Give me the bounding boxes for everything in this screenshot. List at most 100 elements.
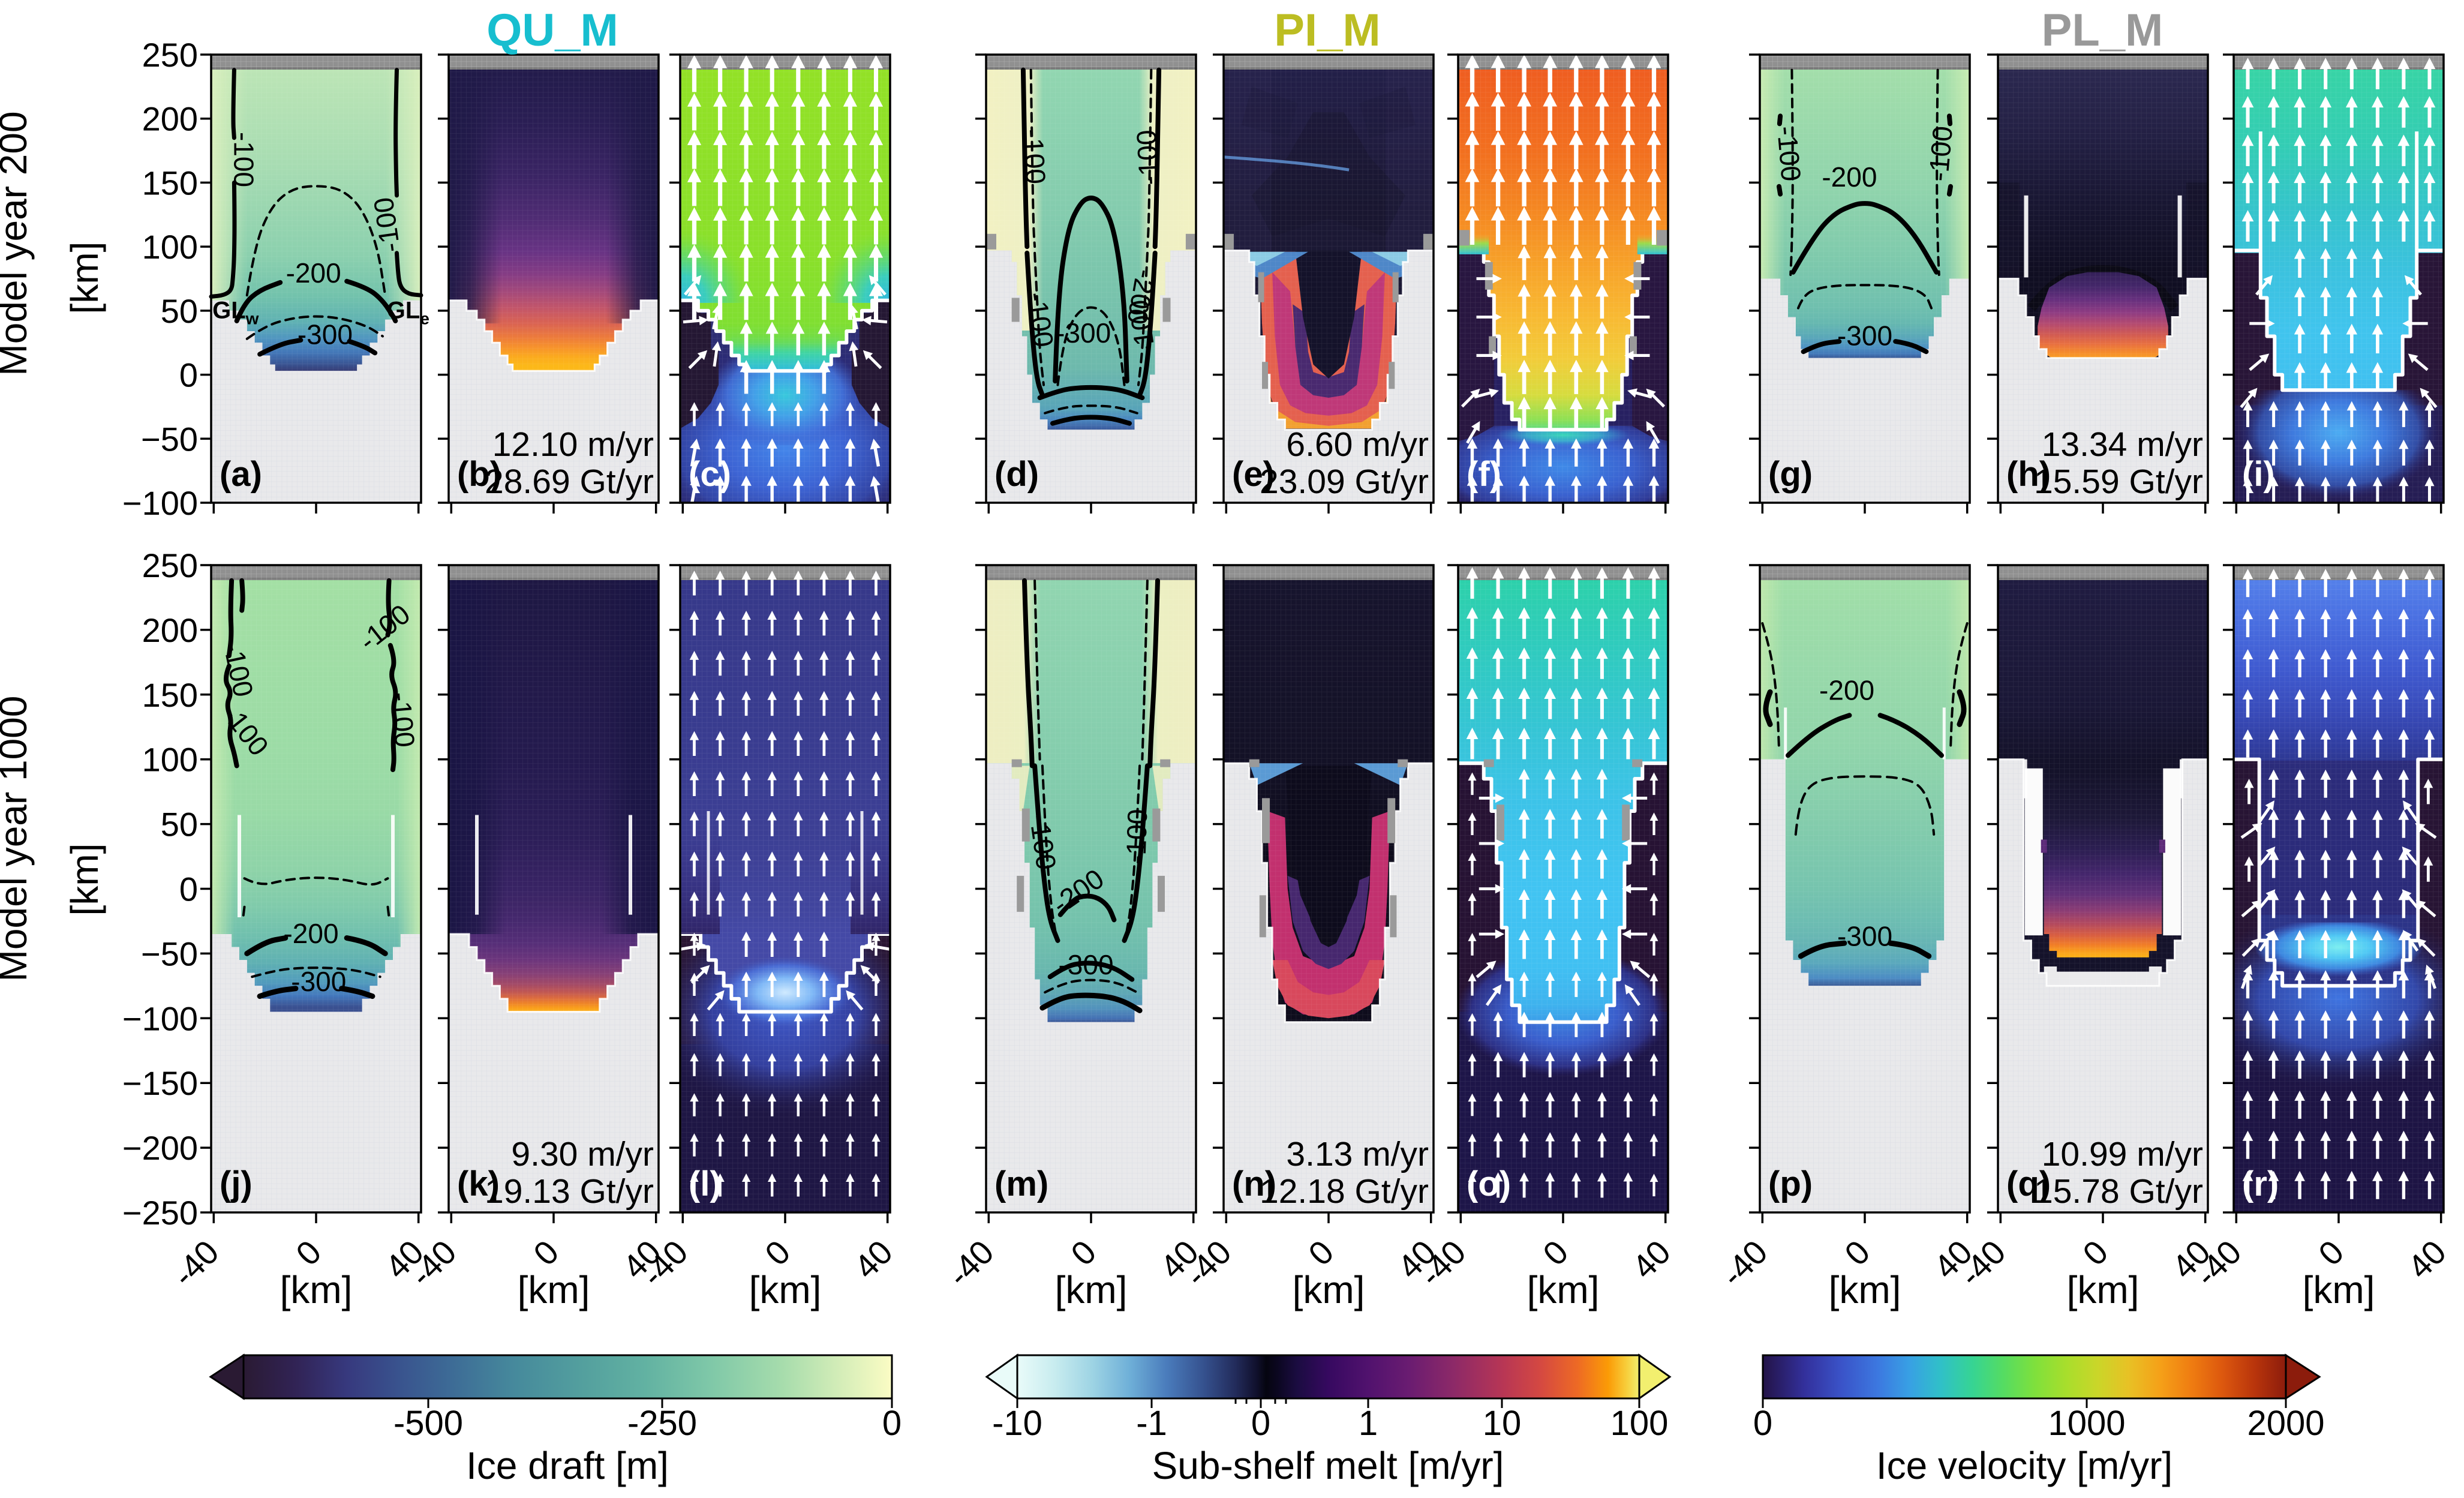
svg-text:-100: -100 bbox=[1771, 125, 1807, 182]
svg-text:QU_M: QU_M bbox=[486, 5, 618, 56]
svg-text:(e): (e) bbox=[1232, 455, 1275, 494]
svg-text:28.69 Gt/yr: 28.69 Gt/yr bbox=[485, 463, 654, 501]
svg-text:[km]: [km] bbox=[1055, 1268, 1128, 1311]
svg-text:10.99 m/yr: 10.99 m/yr bbox=[2042, 1135, 2203, 1173]
svg-text:10: 10 bbox=[1483, 1404, 1522, 1443]
svg-text:-100: -100 bbox=[1021, 290, 1059, 349]
svg-text:−50: −50 bbox=[141, 420, 198, 458]
svg-text:23.09 Gt/yr: 23.09 Gt/yr bbox=[1260, 463, 1429, 501]
svg-text:[km]: [km] bbox=[1829, 1268, 1901, 1311]
svg-text:(f): (f) bbox=[1467, 455, 1501, 494]
svg-text:(j): (j) bbox=[220, 1164, 253, 1203]
svg-text:100: 100 bbox=[142, 741, 198, 779]
svg-text:−50: −50 bbox=[141, 935, 198, 972]
svg-text:-1: -1 bbox=[1136, 1404, 1167, 1443]
svg-text:(r): (r) bbox=[2242, 1164, 2279, 1203]
svg-text:-100: -100 bbox=[1018, 128, 1052, 185]
svg-text:-100: -100 bbox=[1131, 129, 1165, 186]
svg-text:(o): (o) bbox=[1467, 1164, 1511, 1203]
svg-text:(p): (p) bbox=[1768, 1164, 1813, 1203]
svg-text:-100: -100 bbox=[1120, 809, 1153, 865]
svg-text:50: 50 bbox=[161, 292, 198, 330]
svg-text:−200: −200 bbox=[122, 1129, 198, 1167]
svg-text:19.13 Gt/yr: 19.13 Gt/yr bbox=[485, 1172, 654, 1211]
svg-text:Sub-shelf melt [m/yr]: Sub-shelf melt [m/yr] bbox=[1152, 1444, 1504, 1487]
svg-text:50: 50 bbox=[161, 806, 198, 843]
svg-text:-200: -200 bbox=[283, 918, 338, 949]
svg-text:-200: -200 bbox=[1822, 161, 1877, 193]
svg-text:15.59 Gt/yr: 15.59 Gt/yr bbox=[2034, 463, 2203, 501]
svg-text:[km]: [km] bbox=[63, 843, 106, 916]
svg-text:-250: -250 bbox=[627, 1404, 697, 1443]
svg-text:1000: 1000 bbox=[2048, 1404, 2125, 1443]
svg-text:3.13 m/yr: 3.13 m/yr bbox=[1286, 1135, 1429, 1173]
svg-text:1: 1 bbox=[1359, 1404, 1378, 1443]
svg-text:[km]: [km] bbox=[2303, 1268, 2375, 1311]
svg-text:-200: -200 bbox=[1819, 674, 1874, 706]
svg-text:(d): (d) bbox=[994, 455, 1039, 494]
svg-text:[km]: [km] bbox=[749, 1268, 822, 1311]
svg-text:250: 250 bbox=[142, 547, 198, 584]
svg-text:[km]: [km] bbox=[1293, 1268, 1365, 1311]
svg-text:-200: -200 bbox=[286, 257, 341, 289]
svg-text:150: 150 bbox=[142, 164, 198, 202]
svg-text:-100: -100 bbox=[1922, 125, 1958, 182]
svg-text:(l): (l) bbox=[689, 1164, 722, 1203]
svg-text:(n): (n) bbox=[1232, 1164, 1276, 1203]
svg-text:PL_M: PL_M bbox=[2042, 5, 2163, 56]
svg-text:-10: -10 bbox=[992, 1404, 1042, 1443]
svg-text:PI_M: PI_M bbox=[1274, 5, 1380, 56]
svg-text:100: 100 bbox=[1610, 1404, 1669, 1443]
svg-text:-300: -300 bbox=[1058, 949, 1113, 980]
svg-text:(h): (h) bbox=[2006, 455, 2051, 494]
svg-text:−100: −100 bbox=[122, 484, 198, 522]
svg-text:-100: -100 bbox=[368, 196, 406, 254]
svg-text:-300: -300 bbox=[1837, 921, 1892, 952]
svg-text:Ice velocity [m/yr]: Ice velocity [m/yr] bbox=[1876, 1444, 2172, 1487]
svg-text:-300: -300 bbox=[1837, 320, 1892, 352]
svg-text:(m): (m) bbox=[994, 1164, 1048, 1203]
svg-text:6.60 m/yr: 6.60 m/yr bbox=[1286, 425, 1429, 464]
svg-text:-100: -100 bbox=[1122, 298, 1161, 357]
svg-text:[km]: [km] bbox=[280, 1268, 353, 1311]
svg-text:200: 200 bbox=[142, 100, 198, 138]
svg-text:−250: −250 bbox=[122, 1194, 198, 1232]
svg-text:2000: 2000 bbox=[2247, 1404, 2324, 1443]
svg-text:Model year 200: Model year 200 bbox=[0, 111, 35, 376]
svg-text:Ice draft [m]: Ice draft [m] bbox=[466, 1444, 669, 1487]
svg-text:0: 0 bbox=[1753, 1404, 1772, 1443]
svg-text:(k): (k) bbox=[457, 1164, 500, 1203]
svg-text:15.78 Gt/yr: 15.78 Gt/yr bbox=[2034, 1172, 2203, 1211]
svg-text:200: 200 bbox=[142, 611, 198, 649]
svg-text:-100: -100 bbox=[228, 132, 259, 187]
svg-text:250: 250 bbox=[142, 36, 198, 74]
svg-text:100: 100 bbox=[142, 228, 198, 266]
svg-text:(i): (i) bbox=[2242, 455, 2275, 494]
svg-text:9.30 m/yr: 9.30 m/yr bbox=[511, 1135, 654, 1173]
svg-text:(c): (c) bbox=[689, 455, 731, 494]
svg-text:-100: -100 bbox=[385, 691, 421, 748]
svg-text:150: 150 bbox=[142, 676, 198, 714]
svg-text:-300: -300 bbox=[291, 966, 346, 997]
svg-text:13.34 m/yr: 13.34 m/yr bbox=[2042, 425, 2203, 464]
svg-text:0: 0 bbox=[179, 870, 198, 908]
svg-text:[km]: [km] bbox=[518, 1268, 590, 1311]
svg-text:-300: -300 bbox=[298, 319, 353, 350]
svg-text:0: 0 bbox=[882, 1404, 902, 1443]
svg-text:[km]: [km] bbox=[1527, 1268, 1600, 1311]
svg-text:(g): (g) bbox=[1768, 455, 1813, 494]
svg-text:-300: -300 bbox=[1056, 317, 1111, 349]
svg-text:12.18 Gt/yr: 12.18 Gt/yr bbox=[1260, 1172, 1429, 1211]
svg-text:GLw: GLw bbox=[212, 298, 259, 328]
svg-text:[km]: [km] bbox=[63, 242, 106, 314]
svg-text:(q): (q) bbox=[2006, 1164, 2051, 1203]
svg-text:[km]: [km] bbox=[2067, 1268, 2140, 1311]
svg-text:0: 0 bbox=[179, 356, 198, 394]
svg-text:-100: -100 bbox=[1024, 813, 1062, 872]
svg-text:−150: −150 bbox=[122, 1064, 198, 1102]
svg-text:(b): (b) bbox=[457, 455, 501, 494]
svg-text:0: 0 bbox=[1251, 1404, 1270, 1443]
svg-text:12.10 m/yr: 12.10 m/yr bbox=[492, 425, 654, 464]
svg-text:−100: −100 bbox=[122, 999, 198, 1037]
svg-text:Model year 1000: Model year 1000 bbox=[0, 696, 35, 982]
